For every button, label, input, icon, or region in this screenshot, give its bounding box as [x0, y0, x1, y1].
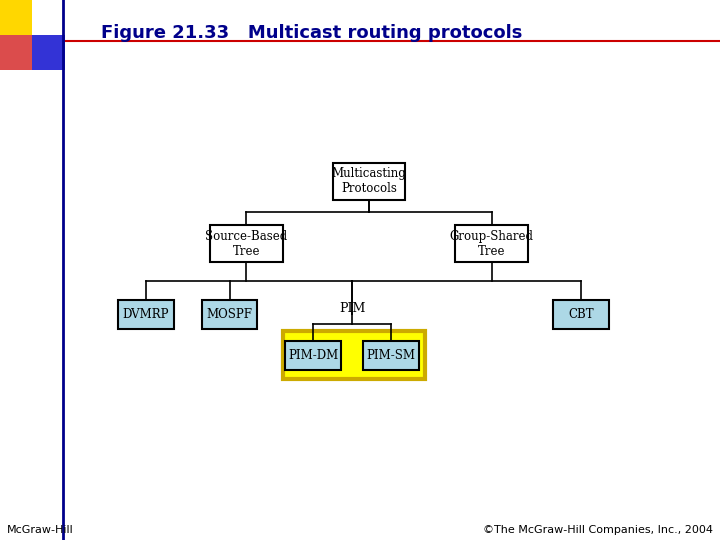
- Text: MOSPF: MOSPF: [207, 308, 253, 321]
- Bar: [32, 35, 65, 70]
- FancyBboxPatch shape: [285, 341, 341, 370]
- FancyBboxPatch shape: [282, 331, 425, 379]
- Bar: [0, 0, 32, 35]
- Text: DVMRP: DVMRP: [122, 308, 169, 321]
- FancyBboxPatch shape: [210, 225, 282, 262]
- FancyBboxPatch shape: [364, 341, 419, 370]
- Text: Multicasting
Protocols: Multicasting Protocols: [332, 167, 406, 195]
- FancyBboxPatch shape: [202, 300, 258, 329]
- Text: Source-Based
Tree: Source-Based Tree: [205, 230, 287, 258]
- Bar: [0, 35, 32, 70]
- Text: Group-Shared
Tree: Group-Shared Tree: [450, 230, 534, 258]
- Text: PIM-DM: PIM-DM: [288, 349, 338, 362]
- FancyBboxPatch shape: [118, 300, 174, 329]
- Text: Figure 21.33   Multicast routing protocols: Figure 21.33 Multicast routing protocols: [101, 24, 522, 42]
- Text: PIM-SM: PIM-SM: [366, 349, 416, 362]
- Text: PIM: PIM: [339, 301, 366, 314]
- Text: CBT: CBT: [568, 308, 594, 321]
- Text: ©The McGraw-Hill Companies, Inc., 2004: ©The McGraw-Hill Companies, Inc., 2004: [483, 524, 713, 535]
- Text: McGraw-Hill: McGraw-Hill: [7, 524, 74, 535]
- Bar: [32, 0, 65, 35]
- FancyBboxPatch shape: [333, 163, 405, 200]
- FancyBboxPatch shape: [553, 300, 609, 329]
- FancyBboxPatch shape: [456, 225, 528, 262]
